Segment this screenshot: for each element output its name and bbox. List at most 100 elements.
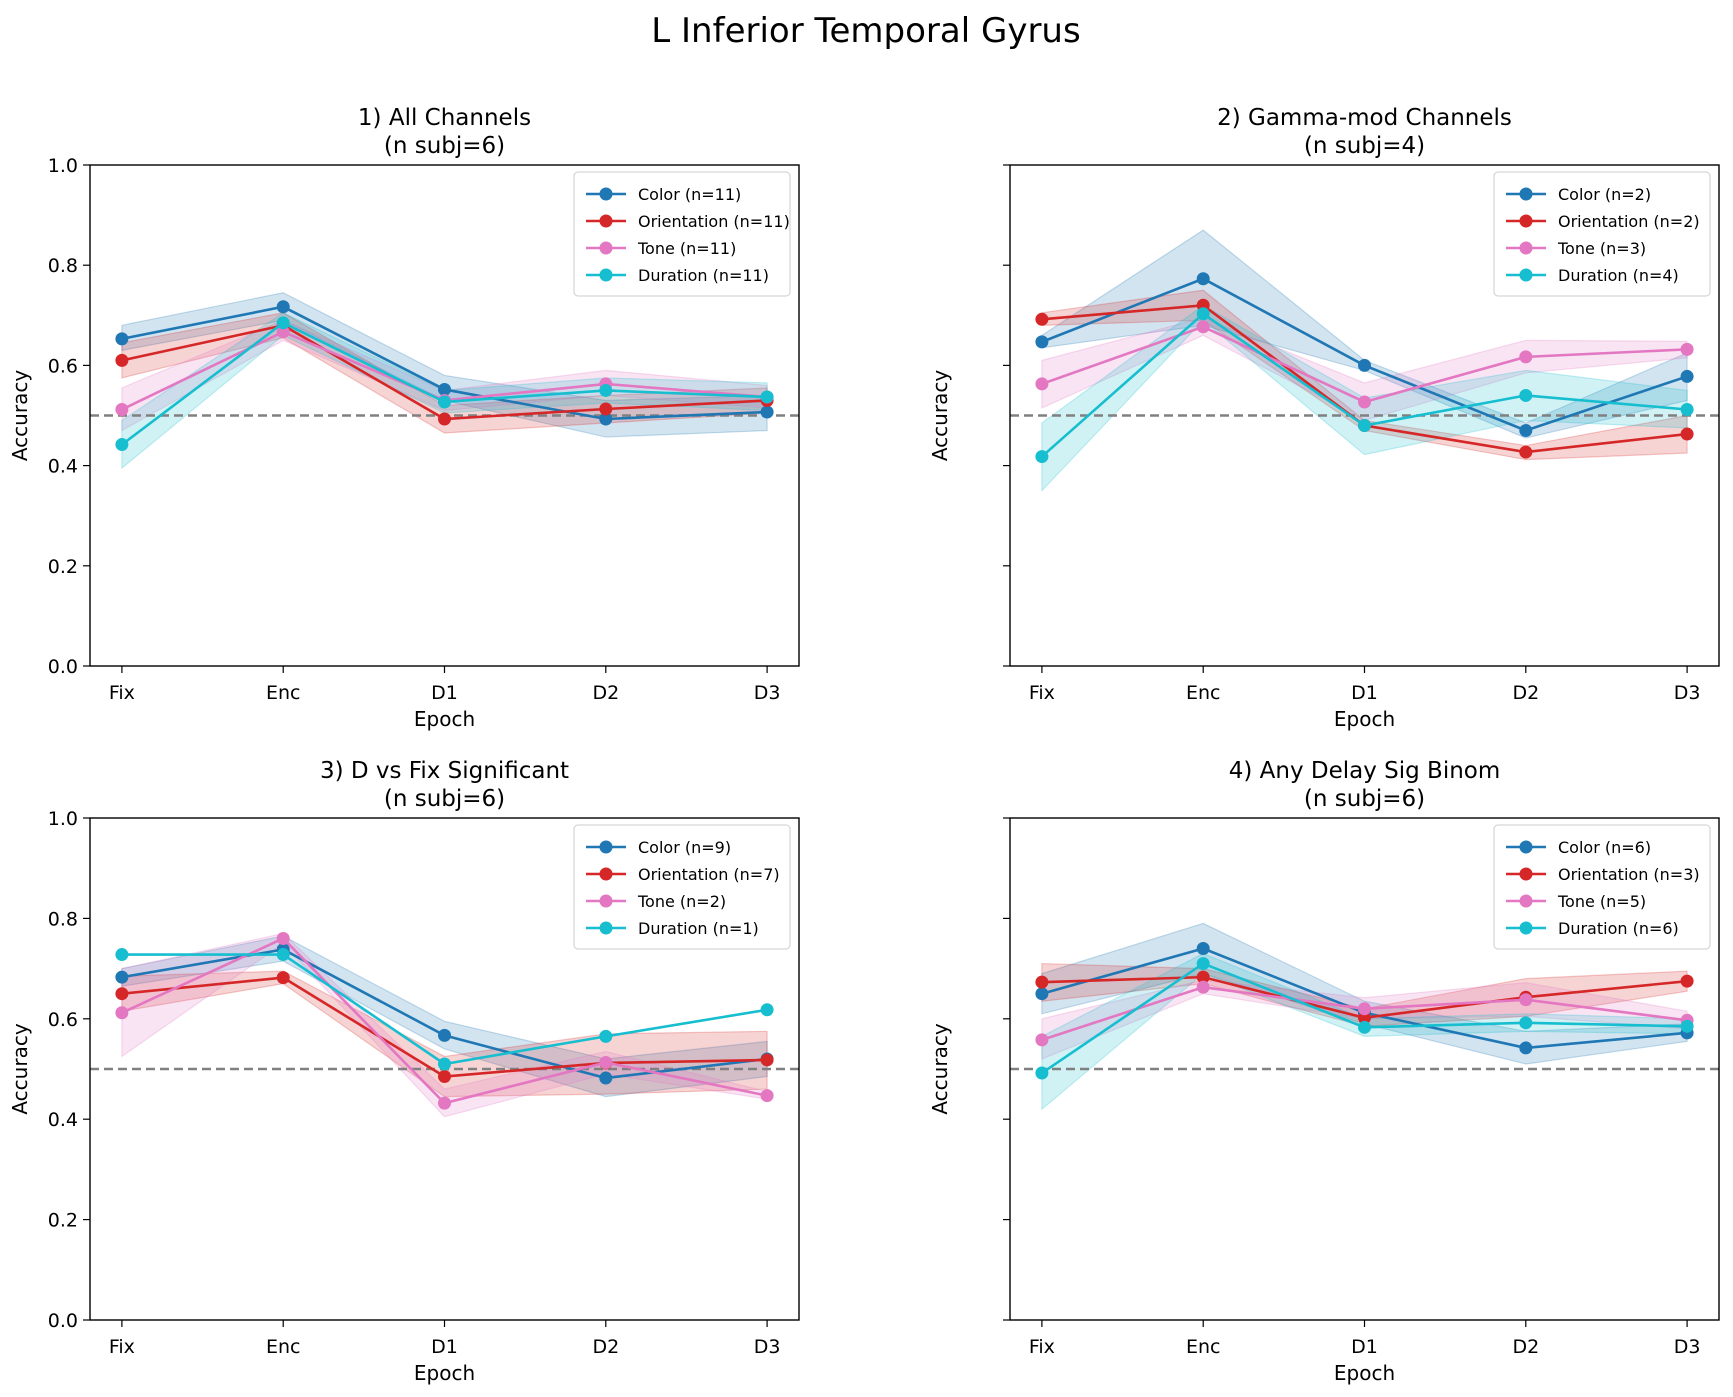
data-point-orientation [115,987,129,1001]
data-point-orientation [276,971,290,985]
data-point-duration [115,948,129,962]
panel-1: 1) All Channels(n subj=6) 0.0 0.2 0.4 0.6 0.8… [8,105,800,731]
legend-marker-orientation [1519,867,1533,881]
data-point-orientation [115,353,129,367]
legend-entry: Duration (n=11) [638,266,769,285]
data-point-tone [1035,377,1049,391]
data-point-color [115,332,129,346]
legend-marker-color [599,187,613,201]
data-point-tone [1196,980,1210,994]
x-tick-label: Fix [1029,1336,1055,1358]
y-axis-label: Accuracy [8,1023,32,1114]
data-point-tone [1358,1002,1371,1016]
data-point-orientation [1358,1011,1371,1025]
data-point-orientation [599,402,613,416]
data-point-color [1358,358,1371,372]
data-point-duration [1519,388,1533,402]
data-point-duration [1035,1066,1049,1080]
data-point-duration [599,1029,613,1043]
data-point-orientation [1519,445,1533,459]
panels: 1) All Channels(n subj=6)0.00.20.40.60.8… [8,105,1720,1385]
legend-marker-tone [1519,894,1533,908]
data-point-tone [1680,342,1694,356]
axes-frame [1009,817,1720,1321]
x-tick-label: D1 [1351,1336,1378,1358]
data-point-tone [276,325,290,339]
data-point-duration [760,390,774,404]
data-point-color [1196,272,1210,286]
data-point-color [1680,369,1694,383]
legend-box [573,824,791,950]
data-point-orientation [760,1053,774,1067]
y-tick-label: 0.8 [48,908,78,930]
panel-title-line: 4) Any Delay Sig Binom [1229,758,1501,784]
axes-frame [89,817,800,1321]
x-tick-label: Enc [266,682,301,704]
y-tick-label: 0.0 [48,1310,78,1332]
legend-marker-color [1519,840,1533,854]
x-tick-label: D3 [1674,1336,1701,1358]
data-point-tone [1519,993,1533,1007]
legend-entry: Orientation (n=2) [1558,212,1700,231]
data-point-orientation [1680,974,1694,988]
plot-area [1010,229,1719,493]
legend-entry: Duration (n=1) [638,919,759,938]
data-point-color [438,1028,451,1042]
x-tick-label: D2 [1512,682,1539,704]
data-point-color [760,405,774,419]
x-tick-label: D1 [431,682,458,704]
data-point-duration [276,316,290,330]
panel-2: 2) Gamma-mod Channels(n subj=4) Fix Enc D1 D… [928,105,1720,731]
data-point-duration [1519,1016,1533,1030]
data-point-orientation [1035,312,1049,326]
y-axis-label: Accuracy [928,1023,952,1114]
data-point-duration [1196,957,1210,971]
data-point-orientation [1196,970,1210,984]
error-band-color [121,292,768,438]
data-point-duration [1680,402,1694,416]
data-point-color [1035,987,1049,1001]
legend-entry: Tone (n=11) [637,239,736,258]
x-tick-label: Fix [109,682,135,704]
panel-title-line: (n subj=6) [384,133,505,159]
error-band-color [121,935,768,1098]
data-point-duration [1196,307,1210,321]
x-tick-label: D2 [1512,1336,1539,1358]
data-point-tone [599,1055,613,1069]
data-point-tone [1519,350,1533,364]
x-axis-label: Epoch [1334,707,1395,731]
panel-title-line: 1) All Channels [358,105,531,131]
x-tick-label: D1 [431,1336,458,1358]
legend-marker-color [599,840,613,854]
x-tick-label: D3 [754,682,781,704]
data-point-color [276,300,290,314]
legend-marker-orientation [599,867,613,881]
legend-entry: Orientation (n=7) [638,865,780,884]
y-tick-label: 1.0 [48,155,78,177]
data-point-color [438,382,451,396]
panel-title-line: (n subj=4) [1304,133,1425,159]
data-point-duration [1680,1019,1694,1033]
legend-marker-duration [599,268,613,282]
legend-box [1493,824,1711,950]
data-point-duration [1358,1020,1371,1034]
data-point-tone [1358,395,1371,409]
data-point-color [599,1071,613,1085]
x-tick-label: D3 [754,1336,781,1358]
legend-marker-orientation [1519,214,1533,228]
data-point-duration [760,1003,774,1017]
x-axis-label: Epoch [414,1361,475,1385]
legend-entry: Tone (n=2) [637,892,726,911]
error-band-tone [1041,317,1688,422]
legend-marker-duration [1519,268,1533,282]
y-axis-label: Accuracy [8,370,32,461]
data-point-orientation [1680,427,1694,441]
x-tick-label: D1 [1351,682,1378,704]
data-point-orientation [438,412,451,426]
panel-title-line: (n subj=6) [384,786,505,812]
y-tick-label: 0.6 [48,355,78,377]
y-tick-label: 0.0 [48,656,78,678]
legend-marker-duration [1519,921,1533,935]
y-tick-label: 0.4 [48,1109,78,1131]
